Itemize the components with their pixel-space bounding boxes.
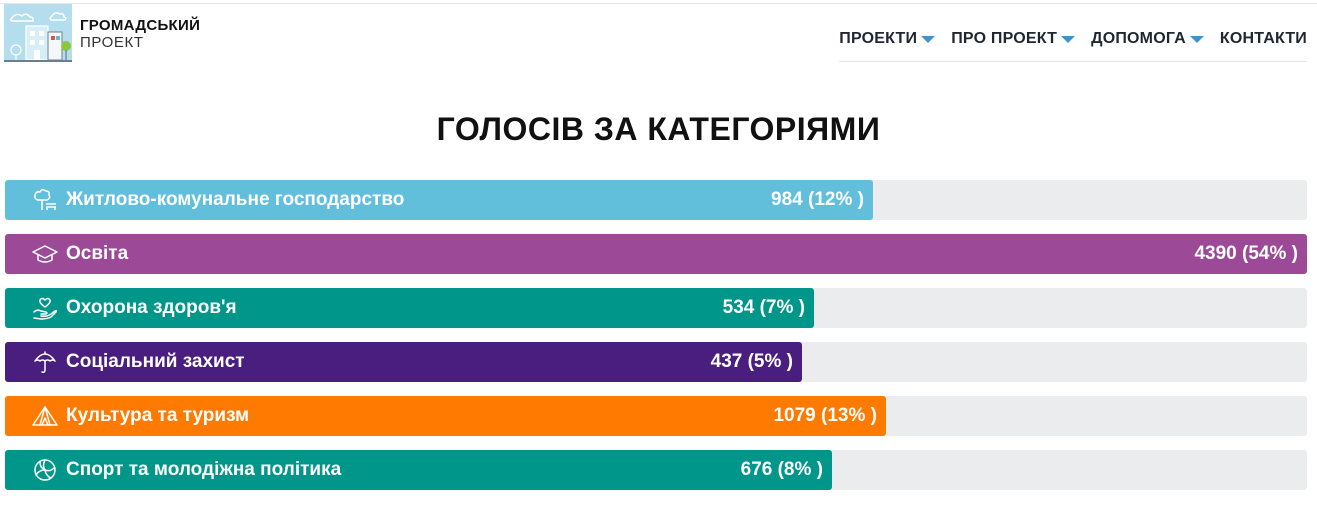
- category-fill: [5, 396, 886, 436]
- nav-item-label: КОНТАКТИ: [1219, 30, 1307, 47]
- category-fill: [5, 288, 814, 328]
- nav-item-projects[interactable]: ПРОЕКТИ: [839, 28, 936, 50]
- category-value: 437 (5% ): [710, 351, 793, 372]
- nav-item-label: ПРОЕКТИ: [839, 30, 918, 47]
- graduation-cap-icon: [32, 245, 58, 263]
- nav-item-help[interactable]: ДОПОМОГА: [1091, 28, 1204, 50]
- category-row[interactable]: Соціальний захист 437 (5% ): [5, 342, 1307, 382]
- nav-item-contacts[interactable]: КОНТАКТИ: [1220, 28, 1307, 50]
- logo-title: ГРОМАДСЬКИЙ: [80, 17, 201, 34]
- category-value: 4390 (54% ): [1194, 243, 1298, 264]
- park-bench-icon: [34, 188, 56, 210]
- page-title: ГОЛОСІВ ЗА КАТЕГОРІЯМИ: [436, 111, 881, 147]
- logo-subtitle: ПРОЕКТ: [80, 34, 144, 51]
- category-label: Освіта: [66, 243, 129, 264]
- category-value: 1079 (13% ): [773, 405, 877, 426]
- umbrella-icon: [34, 351, 56, 373]
- volleyball-icon: [34, 459, 56, 481]
- caret-down-icon: [1189, 36, 1204, 43]
- logo-image: [4, 4, 72, 62]
- category-fill: [5, 180, 873, 220]
- caret-down-icon: [1061, 36, 1076, 43]
- category-value: 984 (12% ): [771, 189, 864, 210]
- category-row[interactable]: Охорона здоров'я 534 (7% ): [5, 288, 1307, 328]
- category-bars: Житлово-комунальне господарство 984 (12%…: [5, 180, 1307, 504]
- tent-icon: [32, 406, 58, 426]
- category-row[interactable]: Культура та туризм 1079 (13% ): [5, 396, 1307, 436]
- hand-heart-icon: [33, 297, 58, 320]
- category-value: 676 (8% ): [740, 459, 823, 480]
- category-label: Житлово-комунальне господарство: [66, 189, 405, 210]
- nav-item-label: ПРО ПРОЕКТ: [951, 30, 1058, 47]
- category-label: Культура та туризм: [66, 405, 250, 426]
- nav-item-label: ДОПОМОГА: [1091, 30, 1186, 47]
- category-fill: [5, 450, 832, 490]
- category-fill: [5, 342, 802, 382]
- category-label: Соціальний захист: [66, 351, 245, 372]
- nav-item-about[interactable]: ПРО ПРОЕКТ: [951, 28, 1076, 50]
- main-nav: ПРОЕКТИ ПРО ПРОЕКТ ДОПОМОГА КОНТАКТИ: [839, 28, 1307, 62]
- category-row[interactable]: Житлово-комунальне господарство 984 (12%…: [5, 180, 1307, 220]
- caret-down-icon: [921, 36, 936, 43]
- category-value: 534 (7% ): [722, 297, 805, 318]
- site-logo[interactable]: ГРОМАДСЬКИЙ ПРОЕКТ: [4, 4, 200, 62]
- category-fill: [5, 234, 1307, 274]
- category-label: Охорона здоров'я: [66, 297, 237, 318]
- category-label: Спорт та молодіжна політика: [66, 459, 342, 480]
- category-row[interactable]: Освіта 4390 (54% ): [5, 234, 1307, 274]
- category-row[interactable]: Спорт та молодіжна політика 676 (8% ): [5, 450, 1307, 490]
- top-divider: [0, 3, 1317, 4]
